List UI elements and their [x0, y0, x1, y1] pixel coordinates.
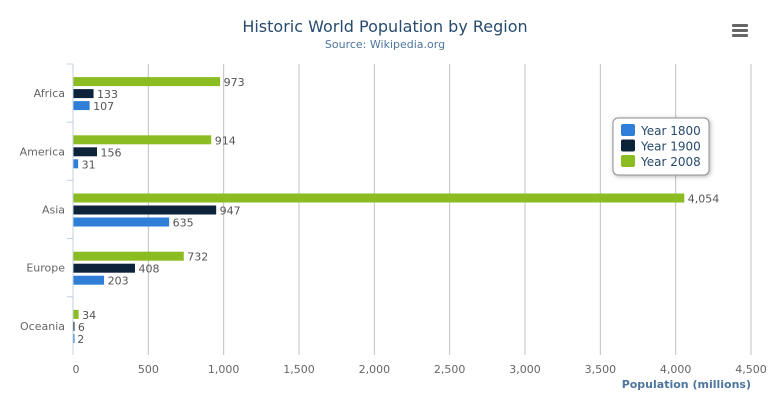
tick-label: 4,000 [660, 363, 692, 376]
bar [73, 263, 135, 273]
bar [73, 101, 90, 111]
data-label: 914 [215, 134, 236, 147]
data-label: 2 [77, 333, 84, 346]
tick-label: 2,000 [359, 363, 391, 376]
legend-swatch [621, 139, 635, 152]
data-label: 947 [220, 205, 241, 218]
tick-label: 3,500 [585, 363, 617, 376]
bar [73, 135, 212, 145]
bar [73, 321, 75, 331]
tick-label: 1,500 [283, 363, 315, 376]
category-label: Asia [42, 204, 65, 217]
data-label: 635 [173, 217, 194, 230]
category-label: Europe [26, 262, 65, 275]
tick-label: 4,500 [735, 363, 767, 376]
legend-swatch [621, 124, 635, 136]
legend-item[interactable]: Year 1800 [640, 124, 701, 138]
data-label: 4,054 [688, 193, 720, 206]
chart-title: Historic World Population by Region [242, 17, 527, 36]
bar [73, 333, 75, 343]
legend-item[interactable]: Year 2008 [640, 155, 701, 169]
tick-label: 500 [138, 363, 159, 376]
data-label: 408 [138, 263, 159, 276]
category-label: America [20, 145, 65, 158]
data-label: 31 [82, 158, 96, 171]
bar [73, 275, 105, 285]
bar [73, 309, 79, 319]
hamburger-menu-icon[interactable] [732, 24, 748, 37]
data-label: 732 [187, 251, 208, 264]
chart-subtitle: Source: Wikipedia.org [325, 38, 445, 51]
data-label: 133 [97, 88, 118, 101]
value-axis-title: Population (millions) [622, 378, 751, 391]
tick-label: 0 [73, 363, 80, 376]
legend-item[interactable]: Year 1900 [640, 140, 701, 154]
legend-swatch [621, 155, 635, 167]
data-label: 107 [93, 100, 114, 113]
data-label: 973 [224, 76, 245, 89]
data-label: 156 [101, 146, 122, 159]
bar [73, 251, 184, 261]
bar [73, 205, 217, 215]
category-label: Africa [34, 87, 65, 100]
bar [73, 193, 685, 203]
bar [73, 89, 94, 99]
tick-label: 3,000 [509, 363, 541, 376]
data-label: 34 [82, 309, 96, 322]
data-label: 203 [108, 275, 129, 288]
tick-label: 2,500 [434, 363, 466, 376]
bar [73, 147, 98, 157]
bar [73, 77, 221, 87]
data-label: 6 [78, 321, 85, 334]
tick-label: 1,000 [208, 363, 240, 376]
bar [73, 159, 79, 169]
category-label: Oceania [20, 320, 65, 333]
bar [73, 217, 170, 227]
